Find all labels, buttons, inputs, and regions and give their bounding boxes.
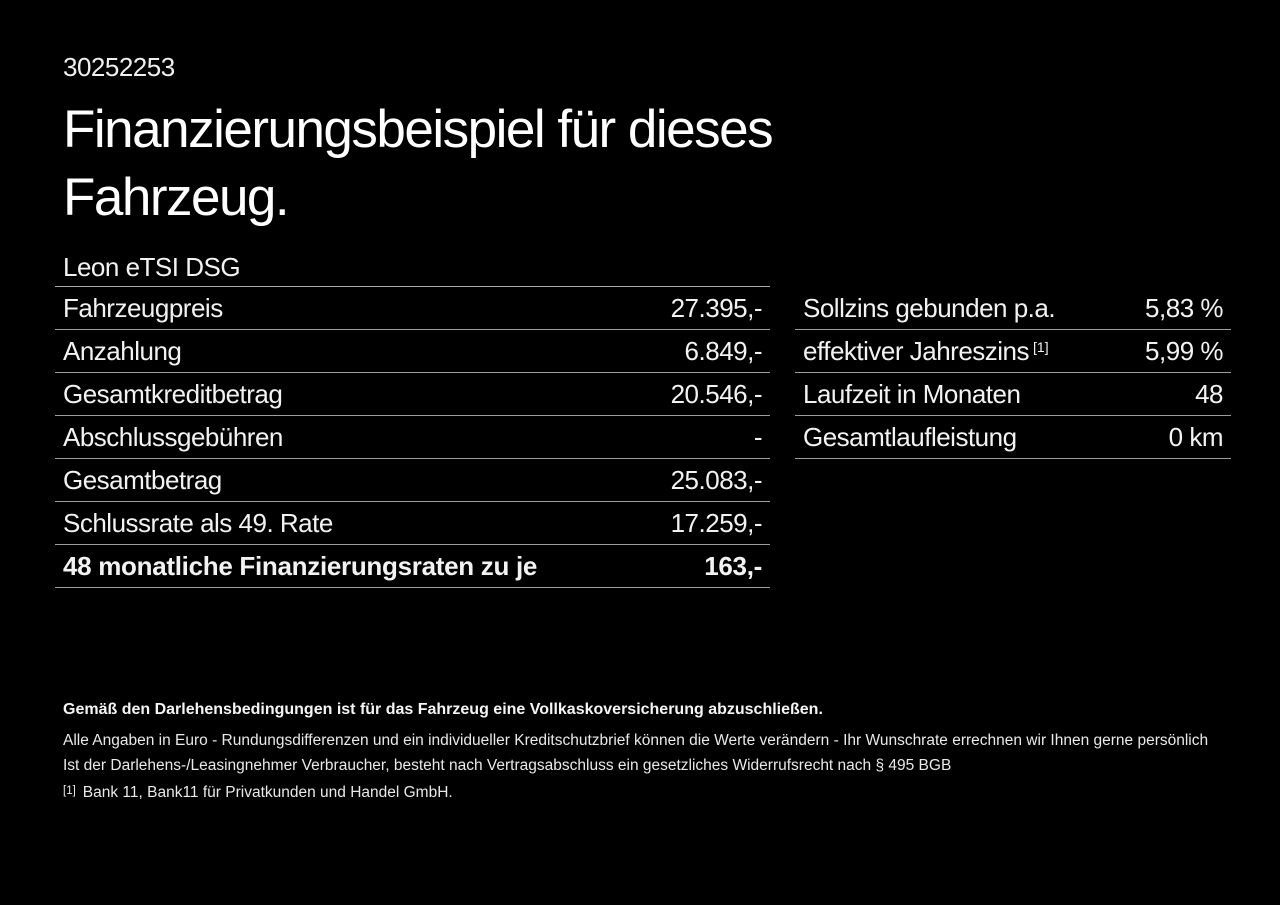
bank-footnote: [1] Bank 11, Bank11 für Privatkunden und … [63, 783, 1232, 804]
row-label: 48 monatliche Finanzierungsraten zu je [63, 550, 538, 581]
row-label: Sollzins gebunden p.a. [803, 292, 1056, 323]
row-value: 48 [1195, 378, 1223, 409]
row-label: Schlussrate als 49. Rate [63, 507, 333, 538]
row-value: 0 km [1168, 421, 1224, 452]
conditions-table: Sollzins gebunden p.a. 5,83 % effektiver… [795, 287, 1231, 459]
table-row-vehicle-price: Fahrzeugpreis 27.395,- [55, 287, 770, 330]
table-row-borrowing-rate: Sollzins gebunden p.a. 5,83 % [795, 287, 1231, 330]
table-row-closing-fees: Abschlussgebühren - [55, 416, 770, 459]
row-value: 5,83 % [1145, 292, 1223, 323]
row-label: Gesamtbetrag [63, 464, 222, 495]
footnote-marker: [1] [63, 785, 76, 797]
withdrawal-note: Ist der Darlehens-/Leasingnehmer Verbrau… [63, 757, 952, 774]
vehicle-model: Leon eTSI DSG [55, 248, 770, 287]
footnote-text: Bank 11, Bank11 für Privatkunden und Han… [82, 784, 453, 801]
table-row-down-payment: Anzahlung 6.849,- [55, 330, 770, 373]
row-value: 6.849,- [684, 335, 763, 366]
row-label: effektiver Jahreszins [1] [803, 336, 1049, 367]
rounding-note: Alle Angaben in Euro - Rundungsdifferenz… [63, 732, 1209, 749]
row-value: 27.395,- [670, 292, 763, 323]
row-value: 163,- [704, 550, 762, 581]
row-value: 25.083,- [670, 464, 763, 495]
page-title: Finanzierungsbeispiel für dieses Fahrzeu… [63, 100, 774, 227]
table-row-term-months: Laufzeit in Monaten 48 [795, 373, 1231, 416]
table-row-monthly-rate: 48 monatliche Finanzierungsraten zu je 1… [55, 545, 770, 588]
vehicle-model-label: Leon eTSI DSG [63, 251, 241, 282]
financing-tables: Leon eTSI DSG Fahrzeugpreis 27.395,- Anz… [55, 248, 1232, 588]
row-label: Gesamtkreditbetrag [63, 378, 283, 409]
document-id: 30252253 [63, 52, 175, 82]
financing-table: Leon eTSI DSG Fahrzeugpreis 27.395,- Anz… [55, 248, 770, 588]
footnote-marker: [1] [1033, 338, 1049, 355]
row-value: 5,99 % [1145, 335, 1223, 366]
table-row-total-mileage: Gesamtlaufleistung 0 km [795, 416, 1231, 459]
row-value: 20.546,- [670, 378, 763, 409]
table-row-effective-apr: effektiver Jahreszins [1] 5,99 % [795, 330, 1231, 373]
table-row-final-rate: Schlussrate als 49. Rate 17.259,- [55, 502, 770, 545]
table-row-total-credit: Gesamtkreditbetrag 20.546,- [55, 373, 770, 416]
table-row-total-amount: Gesamtbetrag 25.083,- [55, 459, 770, 502]
row-label: Laufzeit in Monaten [803, 378, 1021, 409]
financing-example-page: 30252253 Finanzierungsbeispiel für diese… [55, 52, 1232, 804]
row-value: 17.259,- [670, 507, 763, 538]
row-label: Abschlussgebühren [63, 421, 283, 452]
row-value: - [753, 421, 763, 452]
row-label: Anzahlung [63, 335, 182, 366]
row-label-text: effektiver Jahreszins [803, 335, 1030, 366]
footer-disclaimers: Gemäß den Darlehensbedingungen ist für d… [63, 700, 1232, 804]
insurance-note: Gemäß den Darlehensbedingungen ist für d… [63, 701, 823, 718]
row-label: Gesamtlaufleistung [803, 421, 1017, 452]
row-label: Fahrzeugpreis [63, 292, 223, 323]
